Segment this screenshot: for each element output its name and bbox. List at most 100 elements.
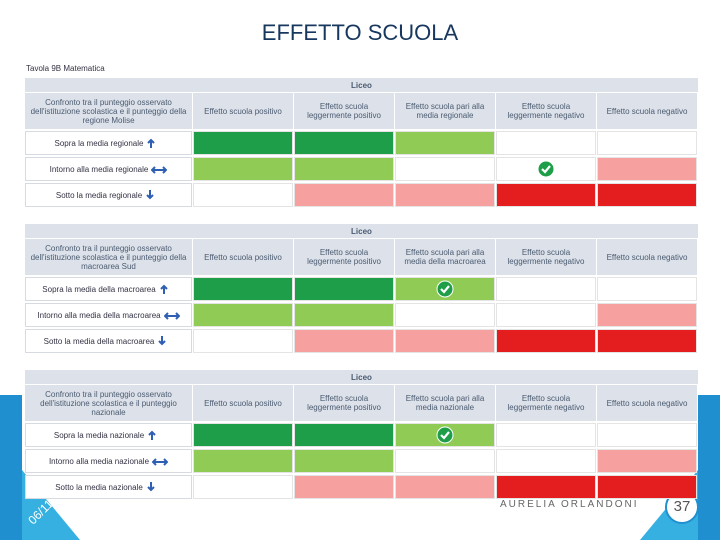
- column-header: Effetto scuola pari alla media regionale: [395, 93, 495, 129]
- cell: [395, 183, 495, 207]
- page-number: 37: [673, 498, 691, 515]
- cell: [193, 131, 293, 155]
- row-label-text: Intorno alla media nazionale: [48, 456, 150, 466]
- cell: [496, 329, 596, 353]
- cell: [496, 449, 596, 473]
- cell: [294, 423, 394, 447]
- cell: [597, 183, 697, 207]
- cell: [294, 449, 394, 473]
- row-label-text: Sopra la media nazionale: [53, 430, 145, 440]
- row-label: Sotto la media nazionale: [25, 475, 192, 499]
- cell: [496, 475, 596, 499]
- cell: [496, 423, 596, 447]
- cell: [294, 475, 394, 499]
- group-header: Liceo: [25, 78, 698, 92]
- cell: [395, 303, 495, 327]
- cell: [597, 131, 697, 155]
- group-header: Liceo: [25, 224, 698, 238]
- column-header: Effetto scuola leggermente positivo: [294, 93, 394, 129]
- arrow-icon: [146, 190, 154, 200]
- row-label: Intorno alla media della macroarea: [25, 303, 192, 327]
- cell: [395, 329, 495, 353]
- column-header: Effetto scuola positivo: [193, 93, 293, 129]
- group-header: Liceo: [25, 370, 698, 384]
- row-label: Sotto la media regionale: [25, 183, 192, 207]
- cell: [193, 157, 293, 181]
- cell: [395, 277, 495, 301]
- column-header: Effetto scuola leggermente negativo: [496, 385, 596, 421]
- corner-header: Confronto tra il punteggio osservato del…: [25, 93, 192, 129]
- row-label: Intorno alla media nazionale: [25, 449, 192, 473]
- row-label: Sotto la media della macroarea: [25, 329, 192, 353]
- corner-header: Confronto tra il punteggio osservato del…: [25, 239, 192, 275]
- row-label-text: Sotto la media regionale: [55, 190, 143, 200]
- cell: [395, 131, 495, 155]
- corner-header: Confronto tra il punteggio osservato del…: [25, 385, 192, 421]
- column-header: Effetto scuola leggermente positivo: [294, 385, 394, 421]
- column-header: Effetto scuola pari alla media nazionale: [395, 385, 495, 421]
- cell: [294, 329, 394, 353]
- cell: [597, 303, 697, 327]
- row-label-text: Intorno alla media della macroarea: [37, 310, 161, 320]
- arrow-icon: [147, 482, 155, 492]
- cell: [496, 131, 596, 155]
- cell: [597, 157, 697, 181]
- row-label: Sopra la media della macroarea: [25, 277, 192, 301]
- row-label-text: Sopra la media regionale: [54, 138, 144, 148]
- cell: [395, 423, 495, 447]
- cell: [597, 475, 697, 499]
- cell: [193, 475, 293, 499]
- cell: [294, 157, 394, 181]
- arrow-icon: [148, 430, 156, 440]
- row-label-text: Sopra la media della macroarea: [42, 284, 156, 294]
- arrow-icon: [158, 336, 167, 346]
- column-header: Effetto scuola negativo: [597, 239, 697, 275]
- arrow-icon: [151, 166, 168, 174]
- cell: [597, 329, 697, 353]
- arrow-icon: [152, 458, 169, 466]
- cell: [597, 449, 697, 473]
- column-header: Effetto scuola positivo: [193, 385, 293, 421]
- cell: [294, 131, 394, 155]
- column-header: Effetto scuola leggermente negativo: [496, 239, 596, 275]
- column-header: Effetto scuola positivo: [193, 239, 293, 275]
- cell: [395, 475, 495, 499]
- cell: [395, 449, 495, 473]
- cell: [597, 423, 697, 447]
- cell: [294, 303, 394, 327]
- cell: [294, 277, 394, 301]
- cell: [193, 183, 293, 207]
- cell: [294, 183, 394, 207]
- arrow-icon: [159, 284, 168, 294]
- cell: [496, 277, 596, 301]
- row-label-text: Sotto la media nazionale: [55, 482, 143, 492]
- title: EFFETTO SCUOLA: [261, 20, 459, 45]
- cell: [496, 183, 596, 207]
- cell: [597, 277, 697, 301]
- cell: [496, 157, 596, 181]
- column-header: Effetto scuola negativo: [597, 385, 697, 421]
- row-label: Sopra la media regionale: [25, 131, 192, 155]
- cell: [395, 157, 495, 181]
- arrow-icon: [163, 312, 180, 320]
- column-header: Effetto scuola negativo: [597, 93, 697, 129]
- author: AURELIA ORLANDONI: [500, 499, 639, 510]
- row-label-text: Sotto la media della macroarea: [43, 336, 155, 346]
- check-icon: [436, 280, 454, 298]
- cell: [496, 303, 596, 327]
- arrow-icon: [147, 138, 156, 148]
- cell: [193, 303, 293, 327]
- cell: [193, 423, 293, 447]
- cell: [193, 329, 293, 353]
- column-header: Effetto scuola leggermente negativo: [496, 93, 596, 129]
- column-header: Effetto scuola leggermente positivo: [294, 239, 394, 275]
- check-icon: [537, 160, 555, 178]
- check-icon: [436, 426, 454, 444]
- row-label: Intorno alla media regionale: [25, 157, 192, 181]
- row-label-text: Intorno alla media regionale: [49, 164, 149, 174]
- caption: Tavola 9B Matematica: [26, 64, 105, 73]
- column-header: Effetto scuola pari alla media della mac…: [395, 239, 495, 275]
- cell: [193, 449, 293, 473]
- cell: [193, 277, 293, 301]
